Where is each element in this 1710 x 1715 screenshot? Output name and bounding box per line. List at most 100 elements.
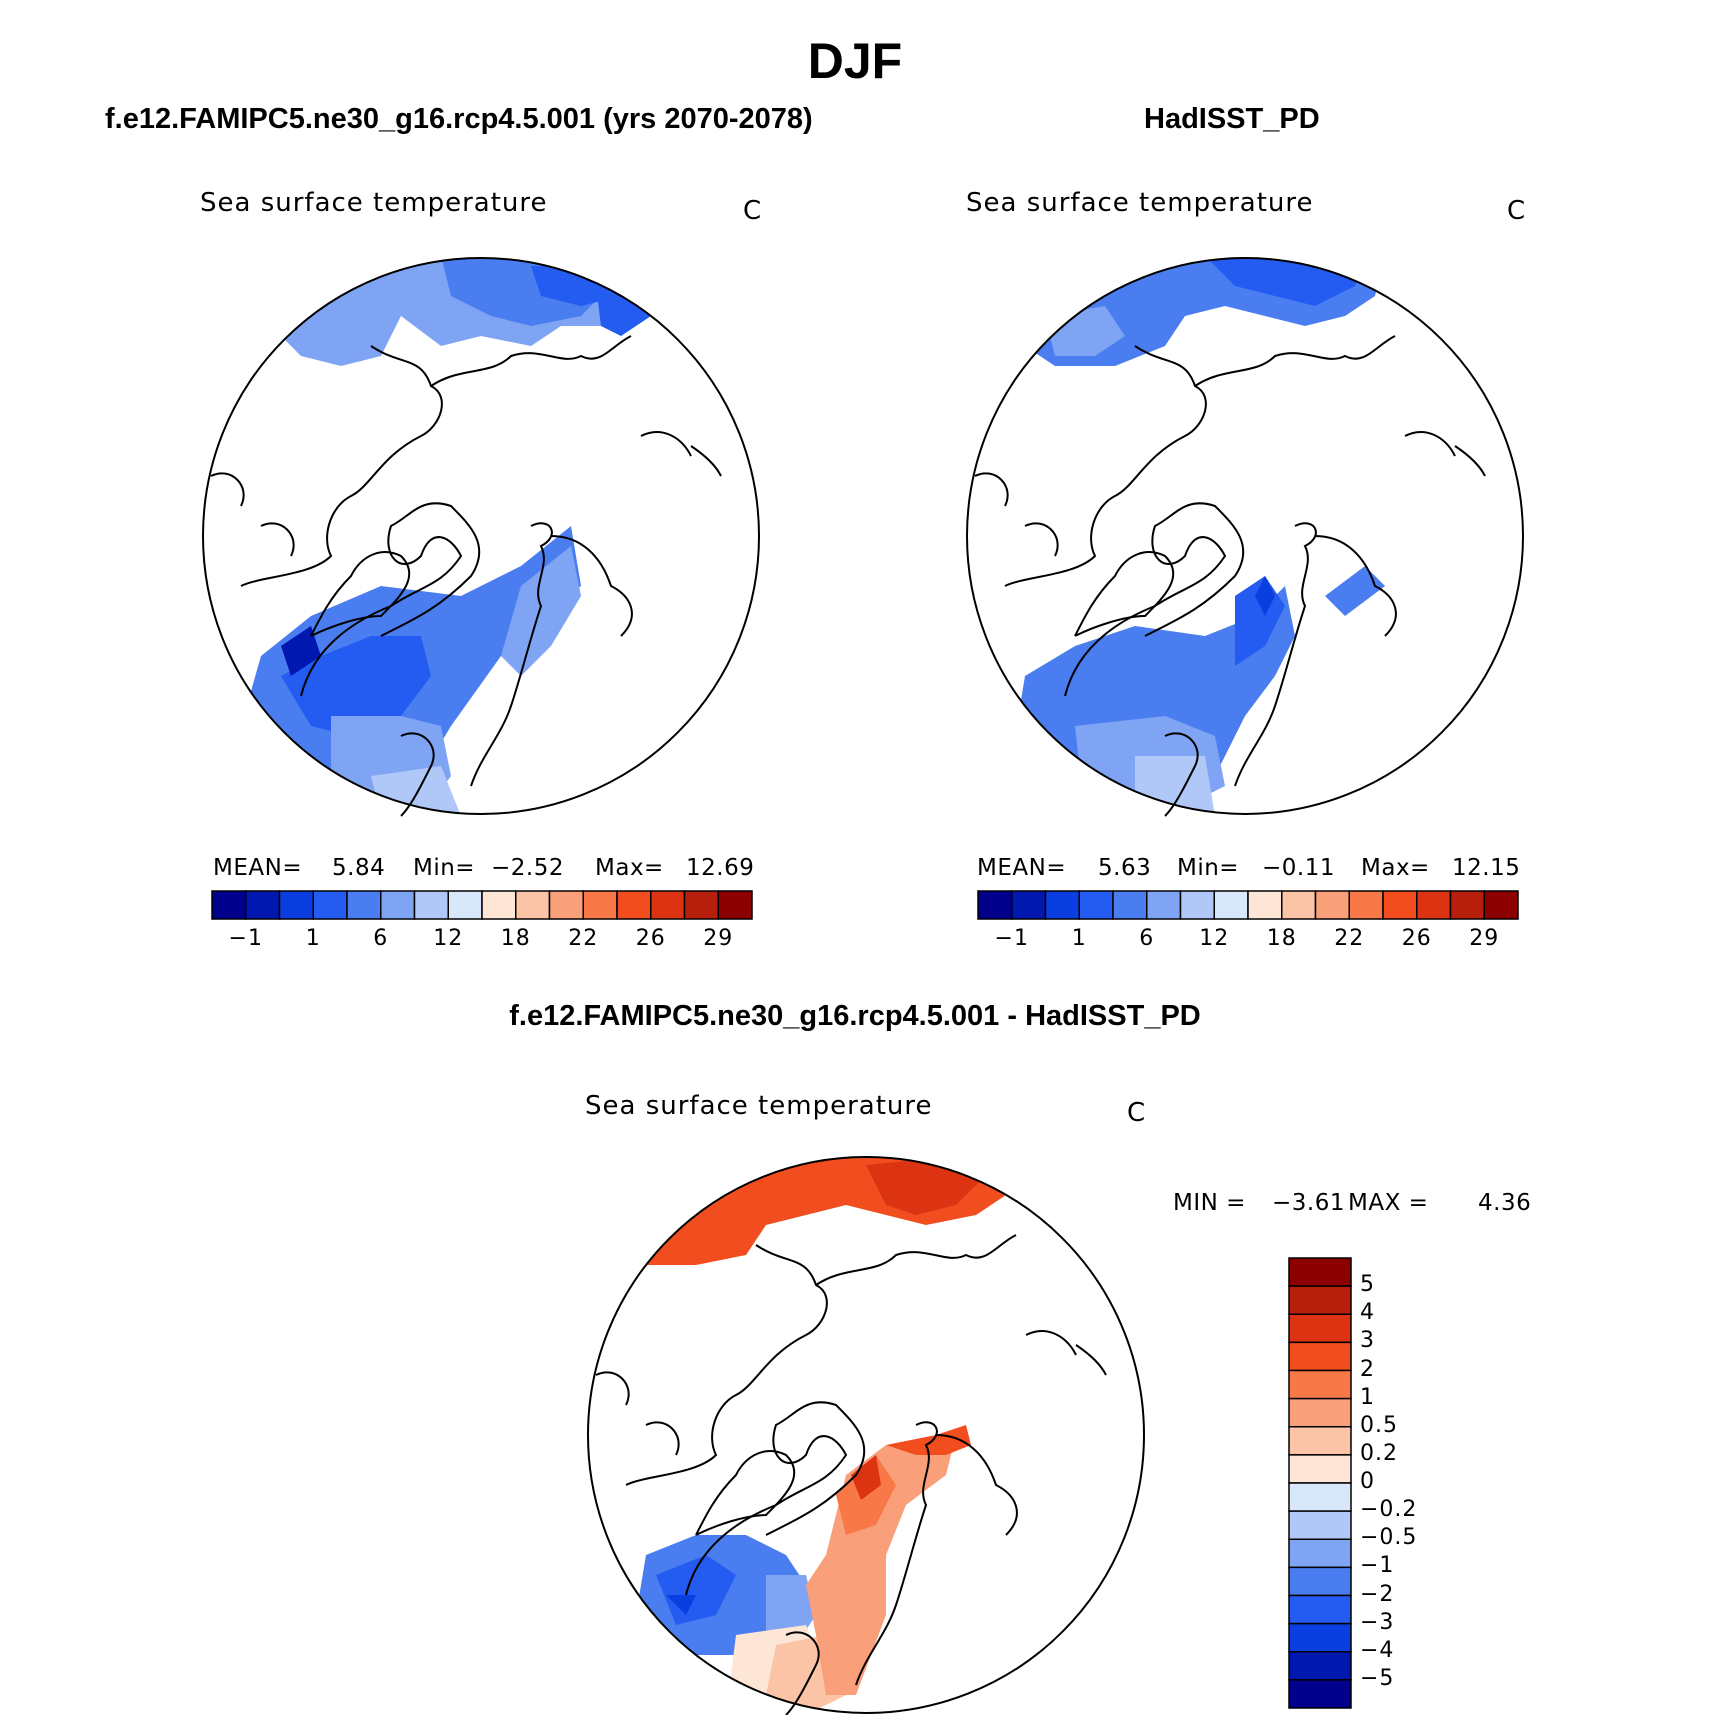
panel-left-max-label: Max= bbox=[595, 855, 664, 881]
panel-left-variable: Sea surface temperature bbox=[200, 188, 548, 218]
diff-panel-min-label: MIN = bbox=[1173, 1190, 1246, 1216]
panel-right-colorbar-box bbox=[1416, 890, 1452, 920]
panel-left-max-value: 12.69 bbox=[686, 855, 755, 881]
diff-colorbar-tick-label: 0.5 bbox=[1360, 1412, 1398, 1438]
panel-left-min-value: −2.52 bbox=[491, 855, 564, 881]
coastlines bbox=[974, 335, 1486, 817]
panel-left-colorbar bbox=[211, 890, 753, 920]
panel-right-colorbar-tick-label: −1 bbox=[994, 926, 1029, 951]
panel-left-colorbar-box bbox=[346, 890, 382, 920]
diff-colorbar-tick-label: 5 bbox=[1360, 1272, 1375, 1298]
panel-left-map-border bbox=[202, 257, 760, 815]
main-title: DJF bbox=[807, 33, 903, 89]
panel-left-mean-value: 5.84 bbox=[332, 855, 386, 881]
panel-right-min-value: −0.11 bbox=[1262, 855, 1335, 881]
diff-panel-title: f.e12.FAMIPC5.ne30_g16.rcp4.5.001 - HadI… bbox=[509, 1000, 1201, 1032]
diff-colorbar-box bbox=[1288, 1426, 1352, 1456]
diff-colorbar-box bbox=[1288, 1369, 1352, 1400]
panel-left-colorbar-box bbox=[650, 890, 686, 920]
diff-colorbar-tick-label: −3 bbox=[1360, 1609, 1395, 1635]
diff-colorbar-ticks: 5 4 3 2 1 0.5 0.2 0 −0.2 −0.5 −1 −2 −3 −4 −5 bbox=[1360, 1258, 1470, 1708]
coastlines bbox=[210, 335, 722, 817]
panel-right-colorbar-box bbox=[1314, 890, 1350, 920]
panel-right-mean-label: MEAN= bbox=[977, 855, 1067, 881]
panel-right-colorbar-tick-label: 22 bbox=[1334, 926, 1365, 951]
diff-colorbar-tick-label: 0.2 bbox=[1360, 1440, 1398, 1466]
panel-left-colorbar-box bbox=[717, 890, 753, 920]
panel-left-colorbar-box bbox=[245, 890, 281, 920]
panel-right-colorbar-box bbox=[1483, 890, 1519, 920]
diff-panel-map bbox=[587, 1156, 1145, 1715]
diff-panel-units: C bbox=[1127, 1098, 1147, 1128]
diff-colorbar-tick-label: −4 bbox=[1360, 1637, 1395, 1663]
panel-right-max-label: Max= bbox=[1361, 855, 1430, 881]
panel-right-colorbar-box bbox=[1213, 890, 1249, 920]
diff-colorbar-box bbox=[1288, 1341, 1352, 1372]
panel-left-colorbar-box bbox=[413, 890, 449, 920]
panel-right-colorbar-box bbox=[1146, 890, 1182, 920]
panel-left-colorbar-box bbox=[582, 890, 618, 920]
panel-right-map-border bbox=[966, 257, 1524, 815]
diff-colorbar bbox=[1288, 1257, 1352, 1709]
panel-right-colorbar-box bbox=[1348, 890, 1384, 920]
diff-colorbar-tick-label: −2 bbox=[1360, 1581, 1395, 1607]
diff-colorbar-box bbox=[1288, 1285, 1352, 1315]
panel-left-colorbar-box bbox=[515, 890, 551, 920]
panel-left-map bbox=[202, 257, 760, 817]
panel-right-min-label: Min= bbox=[1177, 855, 1240, 881]
panel-left-colorbar-ticks: −1 1 6 12 18 22 26 29 bbox=[212, 926, 752, 956]
panel-right-colorbar-tick-label: 26 bbox=[1401, 926, 1432, 951]
diff-colorbar-tick-label: −0.2 bbox=[1360, 1497, 1418, 1523]
panel-right-colorbar-box bbox=[977, 890, 1013, 920]
panel-left-mean-label: MEAN= bbox=[213, 855, 303, 881]
panel-right-colorbar-box bbox=[1449, 890, 1485, 920]
diff-colorbar-tick-label: 3 bbox=[1360, 1328, 1375, 1354]
panel-right-title: HadISST_PD bbox=[1144, 103, 1320, 135]
panel-right-colorbar-tick-label: 29 bbox=[1469, 926, 1500, 951]
panel-right-colorbar-tick-label: 12 bbox=[1199, 926, 1230, 951]
diff-colorbar-box bbox=[1288, 1482, 1352, 1512]
diff-colorbar-box bbox=[1288, 1257, 1352, 1287]
panel-right-colorbar-ticks: −1 1 6 12 18 22 26 29 bbox=[978, 926, 1518, 956]
panel-left-min-label: Min= bbox=[413, 855, 476, 881]
panel-left-colorbar-box bbox=[481, 890, 517, 920]
diff-colorbar-tick-label: 1 bbox=[1360, 1384, 1375, 1410]
panel-left-colorbar-tick-label: 26 bbox=[635, 926, 666, 951]
panel-left-colorbar-tick-label: 29 bbox=[703, 926, 734, 951]
diff-colorbar-tick-label: −5 bbox=[1360, 1665, 1395, 1691]
diff-colorbar-box bbox=[1288, 1594, 1352, 1625]
panel-left-colorbar-box bbox=[548, 890, 584, 920]
diff-colorbar-tick-label: 2 bbox=[1360, 1356, 1375, 1382]
panel-left-colorbar-box bbox=[211, 890, 247, 920]
diff-colorbar-box bbox=[1288, 1313, 1352, 1344]
panel-left-colorbar-tick-label: 18 bbox=[500, 926, 531, 951]
panel-right-colorbar-box bbox=[1382, 890, 1418, 920]
diff-colorbar-tick-label: −1 bbox=[1360, 1553, 1395, 1579]
panel-left-colorbar-tick-label: 12 bbox=[433, 926, 464, 951]
panel-left-colorbar-box bbox=[312, 890, 348, 920]
panel-right-mean-value: 5.63 bbox=[1098, 855, 1152, 881]
diff-colorbar-box bbox=[1288, 1538, 1352, 1569]
diff-colorbar-box bbox=[1288, 1454, 1352, 1484]
diff-panel-max-value: 4.36 bbox=[1478, 1190, 1532, 1216]
diff-colorbar-box bbox=[1288, 1510, 1352, 1540]
panel-right-variable: Sea surface temperature bbox=[966, 188, 1314, 218]
diff-colorbar-box bbox=[1288, 1397, 1352, 1428]
diff-colorbar-box bbox=[1288, 1651, 1352, 1681]
panel-left-colorbar-tick-label: 22 bbox=[568, 926, 599, 951]
panel-left-colorbar-box bbox=[447, 890, 483, 920]
panel-right-colorbar-box bbox=[1247, 890, 1283, 920]
panel-right-max-value: 12.15 bbox=[1452, 855, 1521, 881]
panel-right-colorbar-box bbox=[1281, 890, 1317, 920]
diff-colorbar-box bbox=[1288, 1622, 1352, 1653]
panel-right-colorbar-box bbox=[1179, 890, 1215, 920]
diff-panel-max-label: MAX = bbox=[1348, 1190, 1429, 1216]
panel-right-colorbar-box bbox=[1011, 890, 1047, 920]
panel-right-colorbar-tick-label: 1 bbox=[1071, 926, 1087, 951]
diff-colorbar-box bbox=[1288, 1679, 1352, 1709]
panel-left-colorbar-box bbox=[380, 890, 416, 920]
diff-colorbar-tick-label: 0 bbox=[1360, 1469, 1375, 1494]
panel-right-map bbox=[966, 257, 1524, 817]
panel-right-colorbar-box bbox=[1078, 890, 1114, 920]
panel-left-colorbar-tick-label: 6 bbox=[373, 926, 389, 951]
